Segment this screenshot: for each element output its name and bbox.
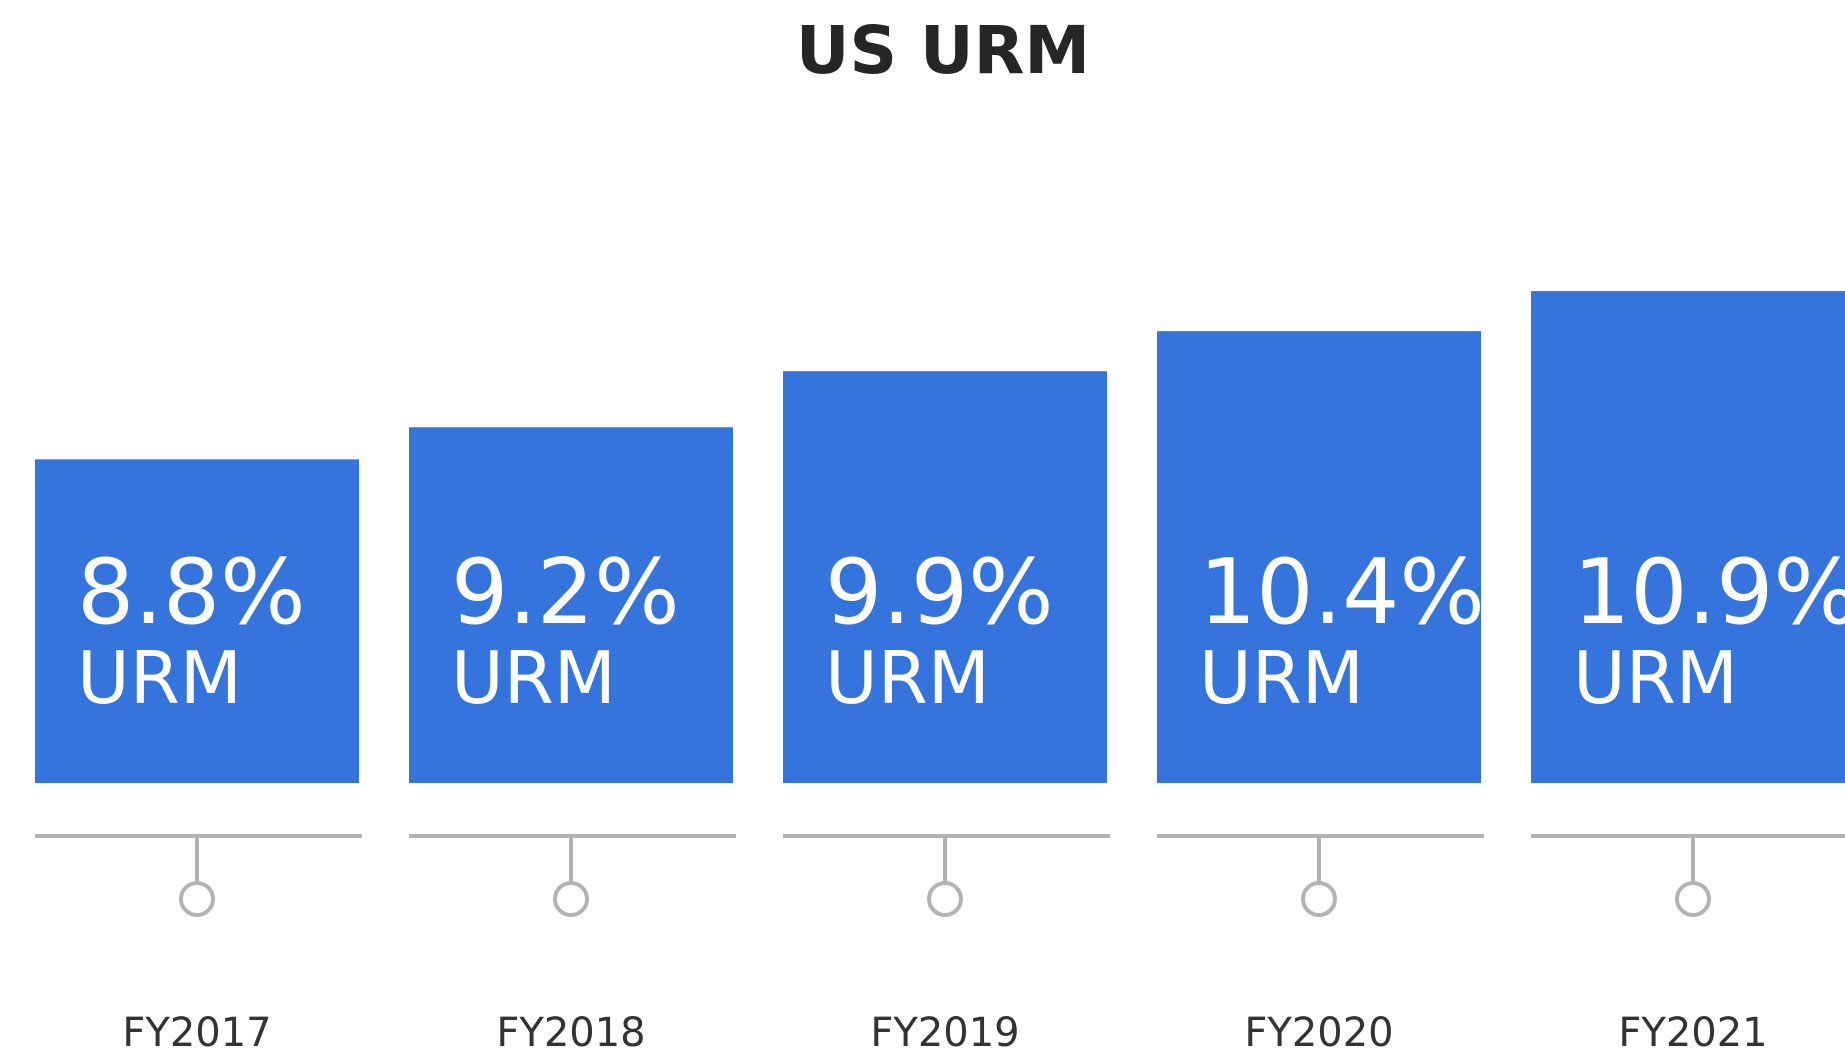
connector-dot bbox=[1301, 881, 1337, 917]
value-label: 9.9% bbox=[825, 540, 1054, 645]
connector-dot bbox=[553, 881, 589, 917]
connector-dot bbox=[179, 881, 215, 917]
x-tick-label: FY2019 bbox=[870, 1010, 1019, 1056]
chart-title: US URM bbox=[796, 12, 1090, 89]
bar bbox=[1531, 291, 1845, 783]
bar bbox=[35, 459, 359, 783]
bar bbox=[1157, 331, 1481, 783]
bar-sublabel: URM bbox=[77, 636, 242, 720]
bar-sublabel: URM bbox=[1199, 636, 1364, 720]
bar-sublabel: URM bbox=[825, 636, 990, 720]
value-label: 10.9% bbox=[1573, 540, 1845, 645]
bar bbox=[409, 427, 733, 783]
value-label: 8.8% bbox=[77, 540, 306, 645]
bar-sublabel: URM bbox=[1573, 636, 1738, 720]
connector-dot bbox=[1675, 881, 1711, 917]
x-tick-label: FY2021 bbox=[1618, 1010, 1767, 1056]
bar bbox=[783, 371, 1107, 783]
value-label: 10.4% bbox=[1199, 540, 1485, 645]
bar-sublabel: URM bbox=[451, 636, 616, 720]
x-tick-label: FY2020 bbox=[1244, 1010, 1393, 1056]
x-tick-label: FY2017 bbox=[122, 1010, 271, 1056]
connector-dot bbox=[927, 881, 963, 917]
x-tick-label: FY2018 bbox=[496, 1010, 645, 1056]
value-label: 9.2% bbox=[451, 540, 680, 645]
